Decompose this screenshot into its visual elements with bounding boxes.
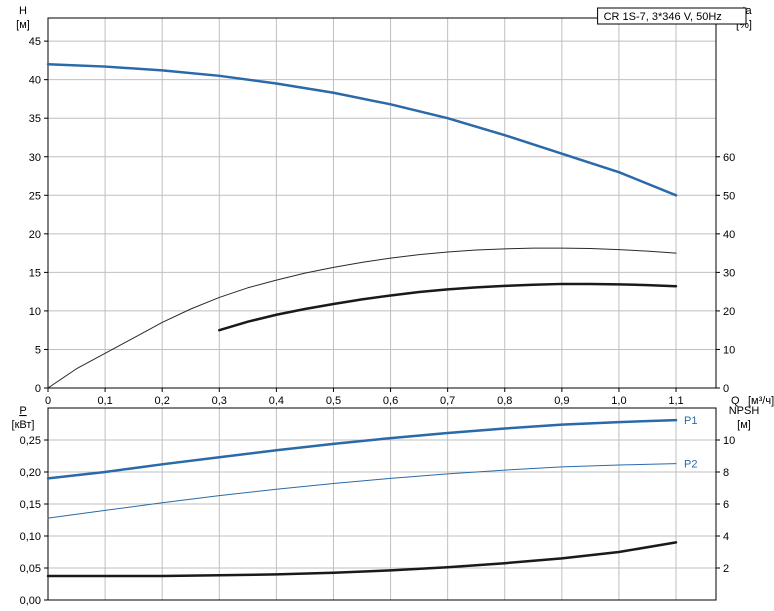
y-right-unit-b: [м]: [737, 419, 751, 431]
y-left-unit: [м]: [16, 19, 30, 31]
ytick-left-b: 0,25: [20, 435, 41, 447]
p1-curve: [48, 420, 676, 478]
ytick-left: 15: [29, 267, 41, 279]
head-curve: [48, 64, 676, 195]
xtick: 0,8: [497, 395, 512, 407]
ytick-right: 20: [723, 306, 735, 318]
xtick: 0,3: [212, 395, 227, 407]
ytick-left: 40: [29, 75, 41, 87]
xtick: 0,6: [383, 395, 398, 407]
xtick: 0,1: [97, 395, 112, 407]
y-left-unit-b: [кВт]: [12, 419, 35, 431]
ytick-right-b: 6: [723, 499, 729, 511]
npsh-curve: [48, 542, 676, 576]
ytick-left: 0: [35, 383, 41, 395]
ytick-right: 60: [723, 152, 735, 164]
ytick-left: 10: [29, 306, 41, 318]
xtick: 0,7: [440, 395, 455, 407]
ytick-left: 25: [29, 190, 41, 202]
xtick: 1,1: [668, 395, 683, 407]
xtick: 0: [45, 395, 51, 407]
p1-curve-label: P1: [684, 415, 697, 427]
ytick-right-b: 8: [723, 467, 729, 479]
ytick-right-b: 2: [723, 563, 729, 575]
ytick-left-b: 0,10: [20, 531, 41, 543]
xtick: 0,9: [554, 395, 569, 407]
xtick: 1,0: [611, 395, 626, 407]
ytick-left-b: 0,20: [20, 467, 41, 479]
xtick: 0,5: [326, 395, 341, 407]
y-left-label-b: P: [19, 405, 26, 417]
y-right-label-b: NPSH: [729, 405, 760, 417]
title-text: CR 1S-7, 3*346 V, 50Hz: [604, 11, 722, 23]
ytick-left-b: 0,00: [20, 595, 41, 607]
ytick-right: 50: [723, 190, 735, 202]
ytick-right: 0: [723, 383, 729, 395]
ytick-left: 45: [29, 36, 41, 48]
ytick-left-b: 0,05: [20, 563, 41, 575]
y-left-label: H: [19, 5, 27, 17]
ytick-left: 20: [29, 229, 41, 241]
ytick-right: 40: [723, 229, 735, 241]
ytick-left-b: 0,15: [20, 499, 41, 511]
ytick-left: 35: [29, 113, 41, 125]
xtick: 0,2: [155, 395, 170, 407]
chart-svg: 051015202530354045H[м]0102030405060eta[%…: [0, 0, 774, 611]
pump-curve-chart: 051015202530354045H[м]0102030405060eta[%…: [0, 0, 774, 611]
ytick-right-b: 4: [723, 531, 729, 543]
xtick: 0,4: [269, 395, 284, 407]
ytick-right-b: 10: [723, 435, 735, 447]
ytick-right: 30: [723, 267, 735, 279]
eta-thin: [48, 248, 676, 388]
ytick-left: 30: [29, 152, 41, 164]
ytick-right: 10: [723, 344, 735, 356]
p2-curve-label: P2: [684, 459, 697, 471]
ytick-left: 5: [35, 344, 41, 356]
